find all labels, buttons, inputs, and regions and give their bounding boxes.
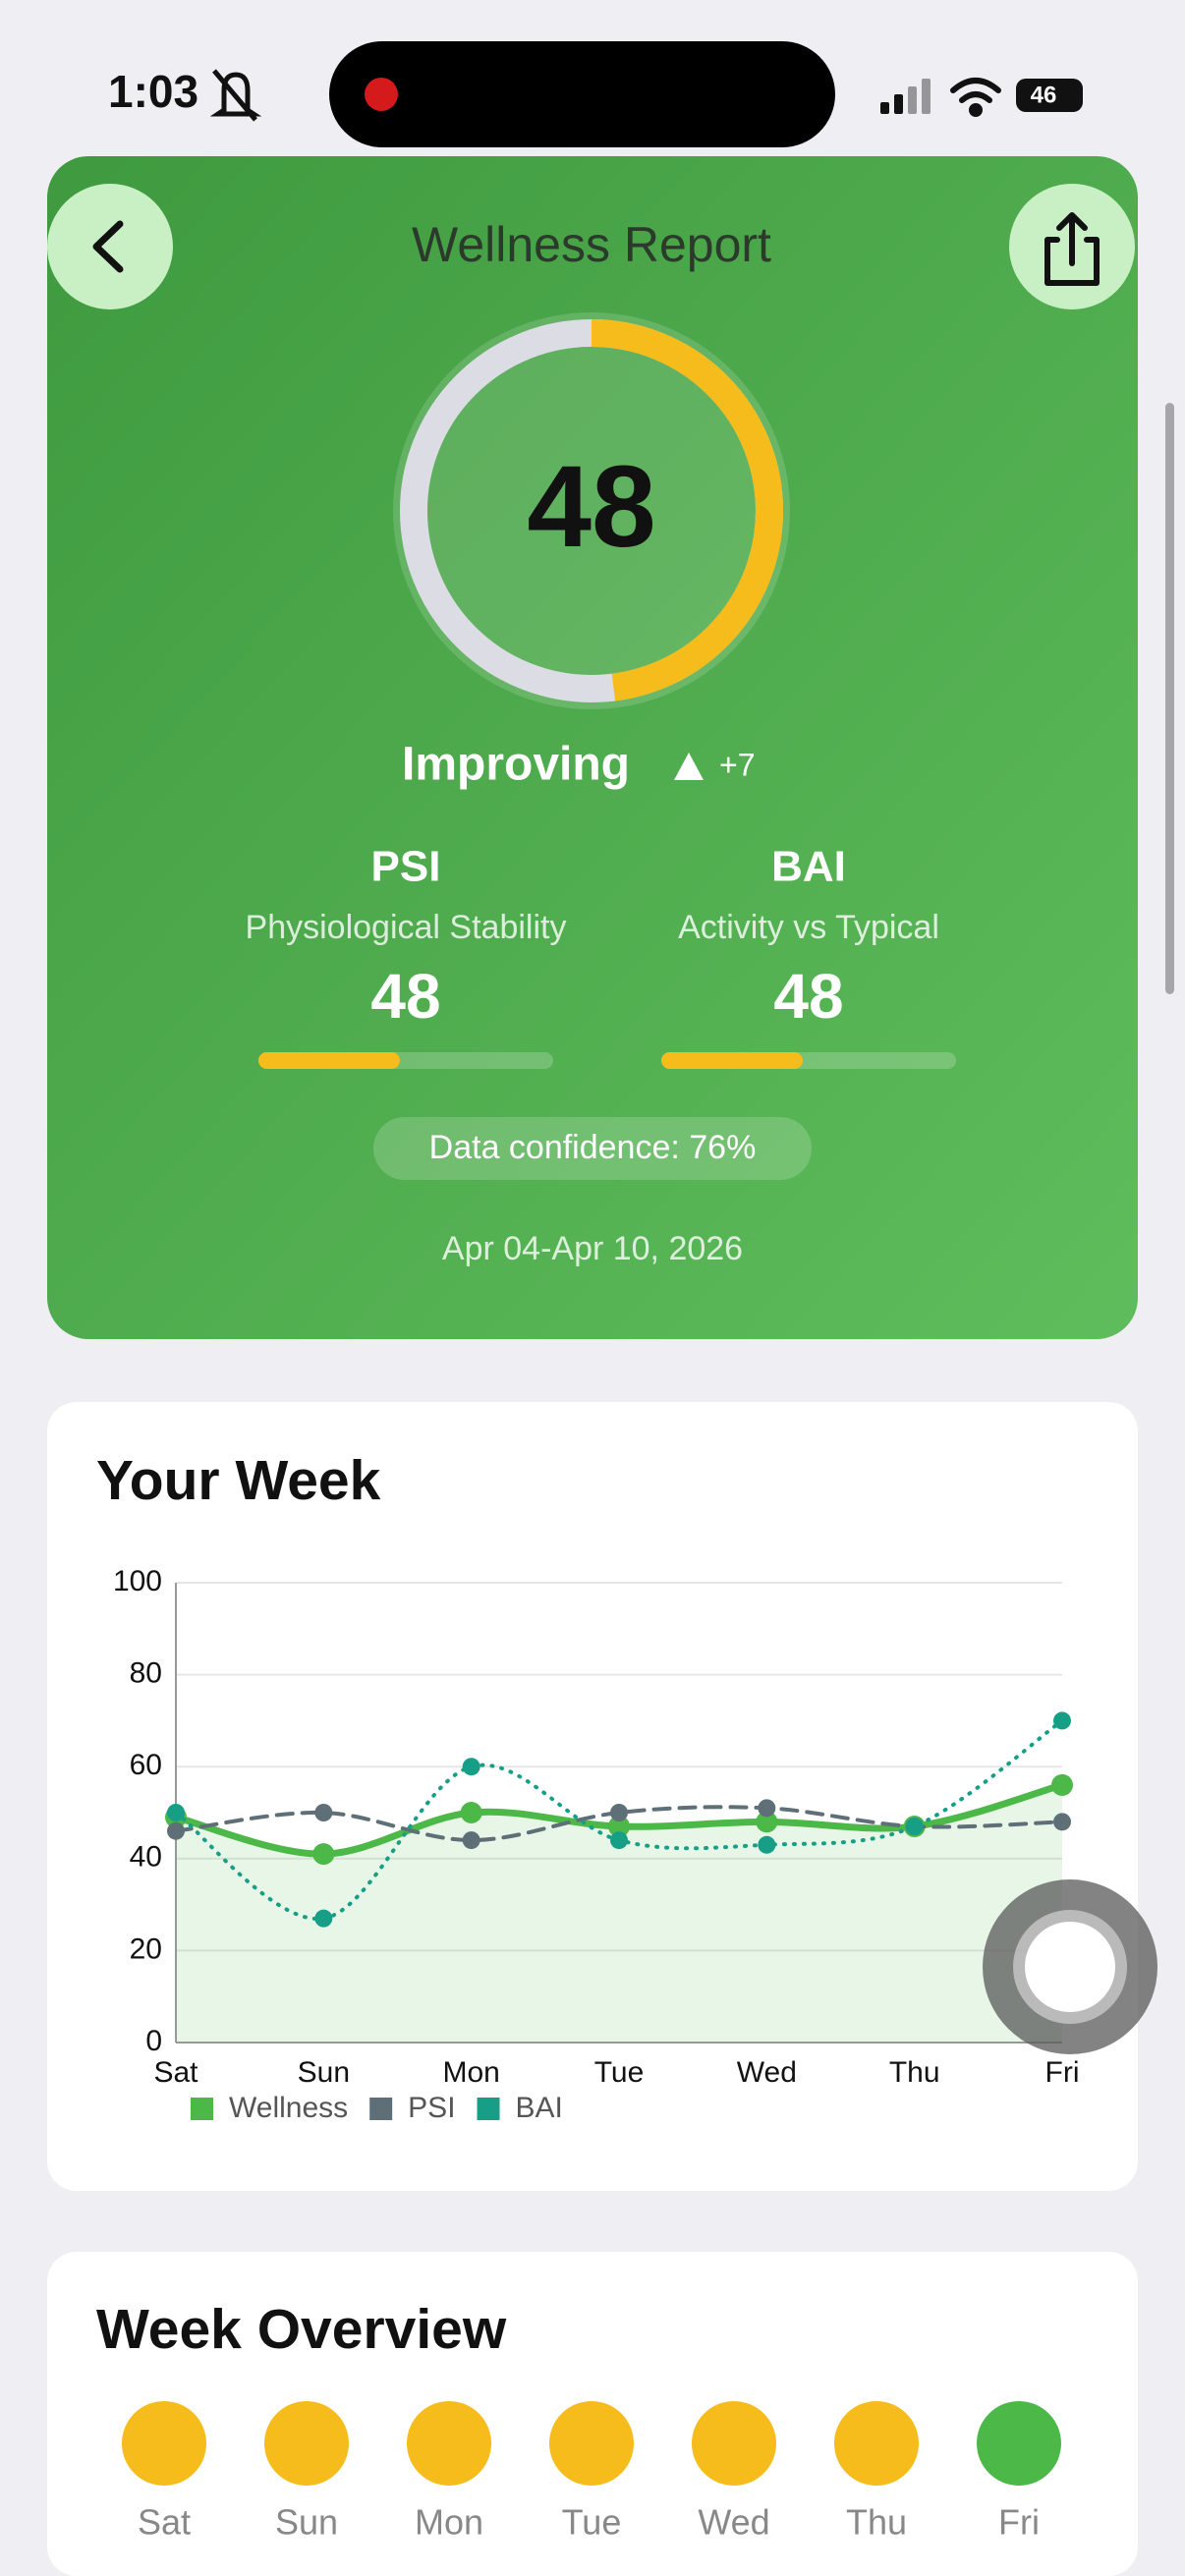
x-tick-label: Sun	[298, 2056, 350, 2089]
metric-subtitle: Physiological Stability	[246, 909, 567, 946]
day-status	[122, 2401, 206, 2486]
header-card	[47, 156, 1138, 1339]
wifi-icon	[950, 78, 1001, 117]
y-tick-label: 100	[113, 1565, 162, 1597]
data-point	[1053, 1813, 1071, 1831]
trend-arrow	[674, 753, 704, 780]
data-point	[756, 1811, 778, 1833]
day-label: Wed	[698, 2502, 769, 2543]
x-tick-label: Wed	[737, 2056, 797, 2089]
data-point	[314, 1804, 333, 1821]
day-label: Sat	[138, 2502, 191, 2543]
day-status	[549, 2401, 634, 2486]
legend-label: Wellness	[229, 2092, 348, 2124]
data-point	[312, 1843, 335, 1866]
day-label: Mon	[415, 2502, 483, 2543]
series-area	[176, 1784, 1062, 2043]
recording-dot	[365, 78, 398, 111]
data-point	[1051, 1773, 1073, 1796]
back-button[interactable]	[47, 184, 173, 309]
y-tick-label: 80	[130, 1657, 162, 1690]
score-value: 48	[527, 442, 655, 572]
battery-level: 46	[1031, 82, 1057, 108]
signal-icon	[880, 79, 931, 114]
x-tick-label: Sat	[153, 2056, 198, 2089]
day-label: Thu	[846, 2502, 907, 2543]
date-range: Apr 04-Apr 10, 2026	[442, 1230, 743, 1267]
data-point	[608, 1816, 630, 1838]
x-tick-label: Fri	[1045, 2056, 1080, 2089]
y-tick-label: 20	[130, 1932, 162, 1965]
data-point	[462, 1831, 480, 1850]
chart-card	[47, 1402, 1138, 2191]
header-title: Wellness Report	[412, 217, 771, 272]
legend-swatch	[191, 2098, 213, 2120]
data-point	[610, 1804, 628, 1821]
legend-label: PSI	[408, 2092, 455, 2124]
day-status	[692, 2401, 776, 2486]
data-point	[167, 1821, 185, 1840]
gauge-arc	[400, 319, 783, 702]
touch-indicator-center	[1025, 1922, 1115, 2012]
legend-swatch	[477, 2098, 500, 2120]
metrics: PSI Physiological Stability 48 BAI Activity …	[246, 843, 956, 1069]
metric-subtitle: Activity vs Typical	[678, 909, 939, 946]
trend-label: Improving	[402, 739, 630, 791]
data-point	[462, 1758, 480, 1776]
data-point	[1053, 1711, 1071, 1730]
day-status	[407, 2401, 491, 2486]
week-title: Week Overview	[96, 2298, 507, 2361]
mute-icon	[209, 69, 262, 122]
y-tick-label: 0	[145, 2025, 162, 2057]
y-tick-label: 40	[130, 1841, 162, 1874]
day-status	[977, 2401, 1061, 2486]
legend-swatch	[369, 2098, 393, 2120]
data-point	[905, 1818, 924, 1836]
data-point	[314, 1909, 333, 1928]
data-point	[758, 1835, 776, 1854]
metric-bar	[661, 1052, 803, 1069]
gauge-face	[427, 347, 756, 675]
metric-value: 48	[370, 961, 440, 1032]
day-label: Sun	[275, 2502, 338, 2543]
metric-bar	[258, 1052, 400, 1069]
x-tick-label: Thu	[889, 2056, 940, 2089]
chart: 0 20 40 60 80 100 Sat Sun Mon Tue Wed Thu Fri Wellnes…	[113, 1565, 1080, 2124]
x-tick-label: Tue	[594, 2056, 645, 2089]
status-time: 1:03	[108, 66, 198, 117]
metric-name: PSI	[371, 843, 441, 891]
data-point	[610, 1831, 628, 1850]
metric-name: BAI	[771, 843, 846, 891]
day-status	[834, 2401, 919, 2486]
back-icon	[92, 220, 124, 273]
data-point	[167, 1804, 185, 1821]
battery	[1016, 79, 1083, 112]
data-point	[758, 1799, 776, 1818]
chart-title: Your Week	[96, 1449, 381, 1512]
week-days: Sat Sun Mon Tue Wed Thu Fri	[122, 2401, 1061, 2543]
metric-value: 48	[773, 961, 843, 1032]
share-icon	[1044, 212, 1100, 286]
confidence: Data confidence: 76%	[429, 1129, 757, 1166]
data-point	[460, 1802, 482, 1823]
day-status	[264, 2401, 349, 2486]
y-tick-label: 60	[130, 1749, 162, 1781]
trend-delta: +7	[719, 747, 755, 782]
scrollbar	[1165, 403, 1174, 994]
gauge-glow	[393, 312, 790, 709]
confidence-pill	[373, 1117, 812, 1180]
day-label: Tue	[562, 2502, 622, 2543]
x-tick-label: Mon	[442, 2056, 499, 2089]
legend-label: BAI	[516, 2092, 563, 2124]
dynamic-island	[329, 41, 835, 147]
day-label: Fri	[998, 2502, 1040, 2543]
